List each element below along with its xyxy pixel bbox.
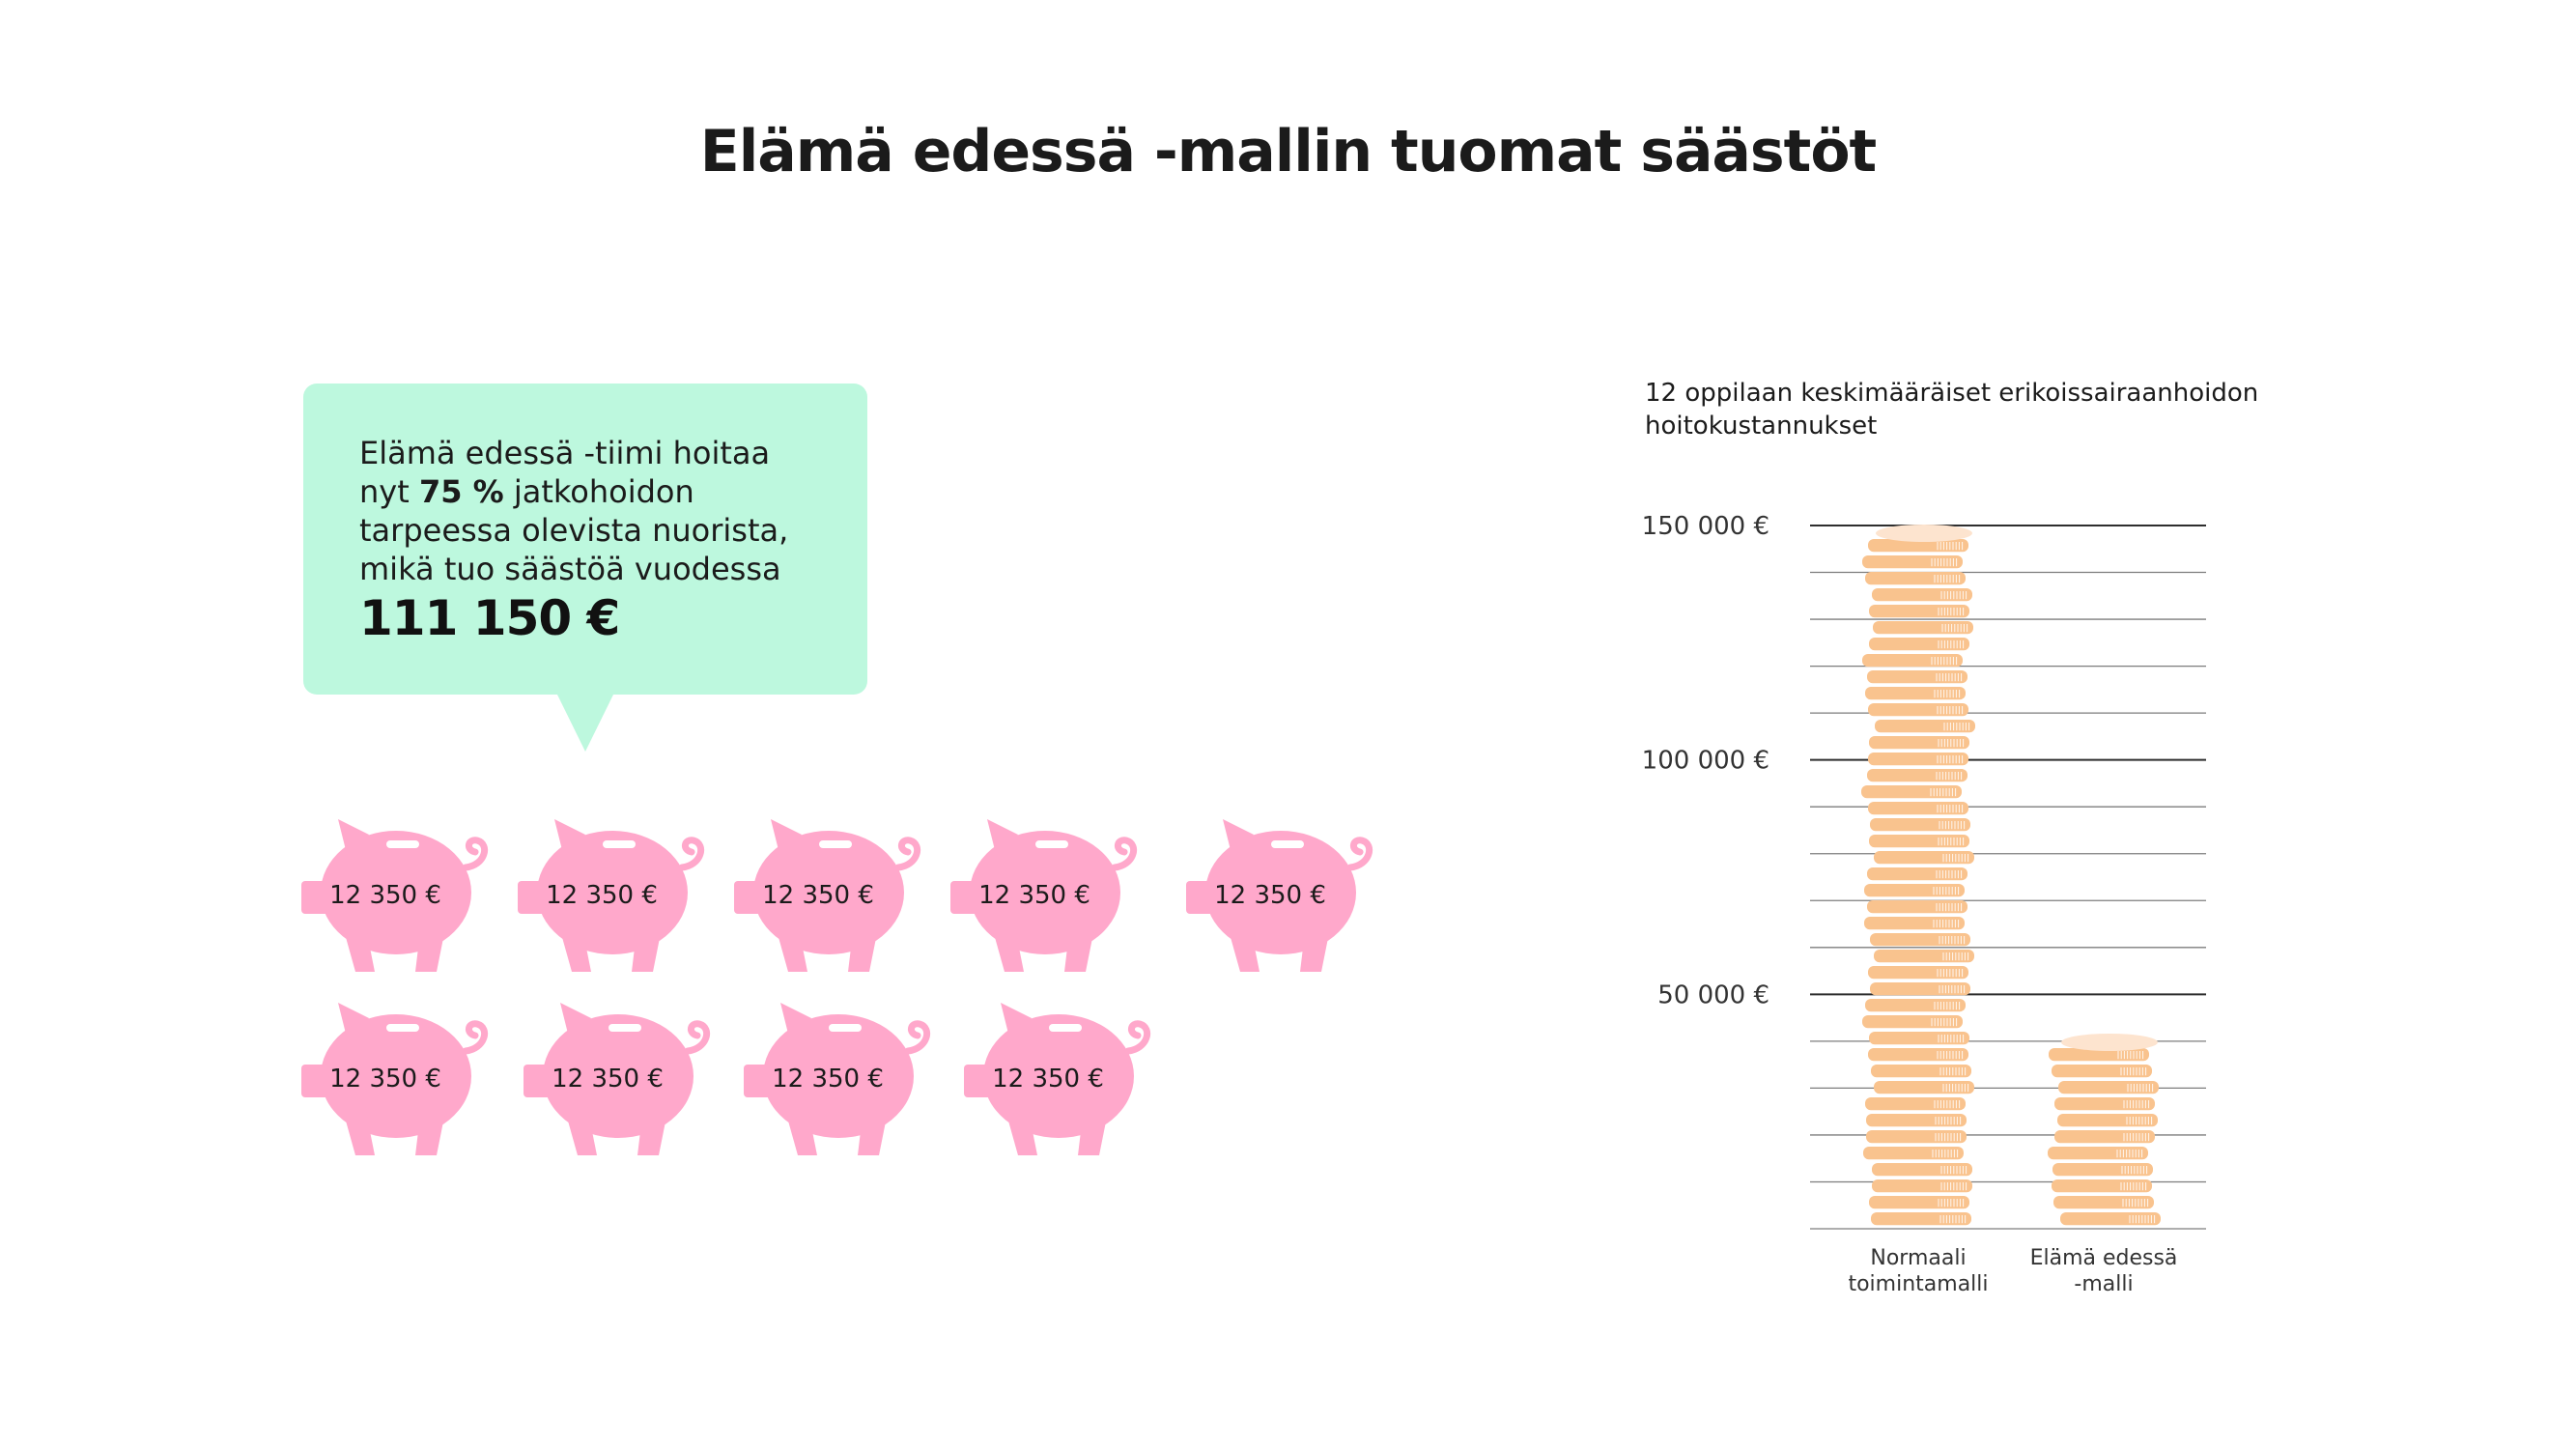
piggy-bank: 12 350 € <box>1186 819 1375 974</box>
piggy-bank-amount: 12 350 € <box>1214 881 1326 910</box>
piggy-bank: 12 350 € <box>524 1003 713 1157</box>
piggy-bank-icon <box>950 819 1138 972</box>
bubble-line-4: mikä tuo säästöä vuodessa <box>359 551 781 587</box>
piggy-bank-icon <box>744 1003 931 1155</box>
piggy-bank-icon <box>964 1003 1151 1155</box>
category-label: toimintamalli <box>1848 1272 1988 1296</box>
piggy-bank: 12 350 € <box>301 819 491 974</box>
chart-title-line-2: hoitokustannukset <box>1645 412 1878 440</box>
savings-amount: 111 150 € <box>359 590 620 646</box>
category-label: Elämä edessä <box>2030 1246 2178 1270</box>
y-tick-label: 50 000 € <box>1657 980 1769 1009</box>
piggy-bank: 12 350 € <box>301 1003 491 1157</box>
coin-stack-bar <box>2048 1034 2161 1226</box>
savings-speech-bubble: Elämä edessä -tiimi hoitaa nyt 75 % jatk… <box>303 384 867 695</box>
piggy-bank-amount: 12 350 € <box>552 1065 664 1094</box>
piggy-bank: 12 350 € <box>518 819 707 974</box>
y-tick-label: 150 000 € <box>1642 512 1769 541</box>
piggy-bank-icon <box>734 819 921 972</box>
piggy-bank-icon <box>524 1003 711 1155</box>
bubble-percent: 75 % <box>418 473 504 510</box>
piggy-bank-amount: 12 350 € <box>329 1065 441 1094</box>
coin-top <box>1876 525 1972 542</box>
piggy-bank-icon <box>518 819 705 972</box>
piggy-bank: 12 350 € <box>964 1003 1153 1157</box>
category-label: Normaali <box>1870 1246 1966 1270</box>
piggy-bank-icon <box>301 819 489 972</box>
piggy-bank-amount: 12 350 € <box>772 1065 884 1094</box>
piggy-bank: 12 350 € <box>734 819 923 974</box>
savings-text: Elämä edessä -tiimi hoitaa nyt 75 % jatk… <box>359 434 862 648</box>
y-tick-label: 100 000 € <box>1642 747 1769 776</box>
page-title: Elämä edessä -mallin tuomat säästöt <box>699 118 1877 185</box>
coin-stack-bar <box>1861 525 1975 1226</box>
piggy-bank-amount: 12 350 € <box>329 881 441 910</box>
piggy-bank: 12 350 € <box>950 819 1140 974</box>
chart-title-line-1: 12 oppilaan keskimääräiset erikoissairaa… <box>1645 379 2259 408</box>
speech-bubble-tail <box>556 693 614 752</box>
piggy-bank: 12 350 € <box>744 1003 933 1157</box>
piggy-bank-icon <box>301 1003 489 1155</box>
bubble-line-1: Elämä edessä -tiimi hoitaa <box>359 435 771 471</box>
piggy-bank-icon <box>1186 819 1373 972</box>
bubble-line-2: nyt 75 % jatkohoidon <box>359 472 862 511</box>
chart-title: 12 oppilaan keskimääräiset erikoissairaa… <box>1645 377 2340 442</box>
piggy-bank-amount: 12 350 € <box>978 881 1090 910</box>
bubble-line-2-start: nyt <box>359 473 419 510</box>
piggy-bank-amount: 12 350 € <box>992 1065 1104 1094</box>
bubble-line-3: tarpeessa olevista nuorista, <box>359 512 789 549</box>
piggy-bank-amount: 12 350 € <box>546 881 658 910</box>
piggy-bank-amount: 12 350 € <box>762 881 874 910</box>
coin-top <box>2061 1034 2158 1051</box>
bubble-line-2-end: jatkohoidon <box>503 473 694 510</box>
category-label: -malli <box>2074 1272 2133 1296</box>
